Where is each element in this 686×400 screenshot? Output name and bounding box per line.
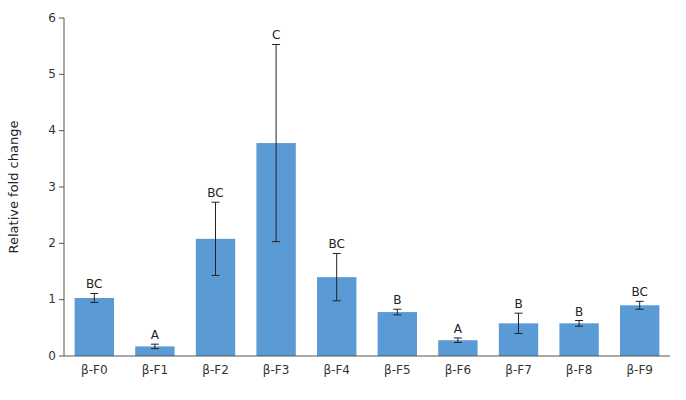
- error-cap: [151, 344, 159, 345]
- x-tick-label: β-F0: [81, 363, 108, 377]
- x-axis: [64, 356, 670, 357]
- error-bar: [639, 301, 640, 309]
- x-tick-label: β-F6: [445, 363, 472, 377]
- y-tick: [59, 356, 64, 357]
- y-tick-label: 0: [48, 349, 56, 363]
- error-cap: [90, 293, 98, 294]
- annotation: C: [272, 28, 280, 42]
- annotation: B: [514, 297, 522, 311]
- error-cap: [90, 302, 98, 303]
- bar: [75, 298, 114, 356]
- y-tick: [59, 74, 64, 75]
- error-cap: [393, 309, 401, 310]
- error-cap: [393, 314, 401, 315]
- error-cap: [333, 300, 341, 301]
- y-tick: [59, 299, 64, 300]
- x-tick-label: β-F8: [566, 363, 593, 377]
- error-cap: [454, 337, 462, 338]
- chart: 0 1 2 3 4 5 6 BC A BC C BC B A B B BC β-F0 β-F1 β-F2 β-F3 β-F…: [0, 0, 686, 400]
- y-tick-label: 2: [48, 236, 56, 250]
- error-cap: [212, 202, 220, 203]
- error-bar: [154, 344, 155, 349]
- annotation: BC: [328, 237, 344, 251]
- bar: [438, 340, 477, 356]
- bar: [378, 312, 417, 356]
- y-tick: [59, 130, 64, 131]
- error-cap: [151, 348, 159, 349]
- bar: [559, 323, 598, 356]
- y-tick-label: 3: [48, 180, 56, 194]
- x-tick-label: β-F7: [505, 363, 532, 377]
- error-cap: [575, 326, 583, 327]
- annotation: BC: [86, 277, 102, 291]
- annotation: BC: [631, 285, 647, 299]
- y-tick-label: 4: [48, 123, 56, 137]
- error-bar: [215, 202, 216, 275]
- error-cap: [454, 342, 462, 343]
- x-tick-label: β-F9: [626, 363, 653, 377]
- x-tick-label: β-F1: [142, 363, 169, 377]
- error-cap: [212, 275, 220, 276]
- error-bar: [397, 309, 398, 315]
- error-bar: [336, 253, 337, 300]
- annotation: B: [393, 293, 401, 307]
- error-cap: [636, 301, 644, 302]
- y-tick: [59, 187, 64, 188]
- y-axis-label: Relative fold change: [6, 121, 21, 254]
- y-tick: [59, 243, 64, 244]
- y-axis: [64, 18, 65, 356]
- error-bar: [276, 44, 277, 241]
- error-bar: [94, 293, 95, 302]
- bar: [620, 305, 659, 356]
- error-cap: [515, 313, 523, 314]
- error-cap: [636, 309, 644, 310]
- error-cap: [515, 333, 523, 334]
- error-cap: [272, 241, 280, 242]
- x-tick-label: β-F2: [202, 363, 229, 377]
- annotation: A: [151, 328, 160, 342]
- y-tick-label: 5: [48, 67, 56, 81]
- x-tick-label: β-F5: [384, 363, 411, 377]
- x-tick-label: β-F3: [263, 363, 290, 377]
- annotation: A: [454, 322, 463, 336]
- error-cap: [333, 253, 341, 254]
- annotation: B: [575, 305, 583, 319]
- y-tick: [59, 18, 64, 19]
- error-bar: [518, 313, 519, 333]
- error-cap: [575, 320, 583, 321]
- annotation: BC: [207, 186, 223, 200]
- error-bar: [579, 321, 580, 327]
- error-bar: [457, 338, 458, 343]
- y-tick-label: 6: [48, 11, 56, 25]
- error-cap: [272, 44, 280, 45]
- y-tick-label: 1: [48, 292, 56, 306]
- plot-area: [75, 44, 660, 356]
- x-tick-label: β-F4: [323, 363, 350, 377]
